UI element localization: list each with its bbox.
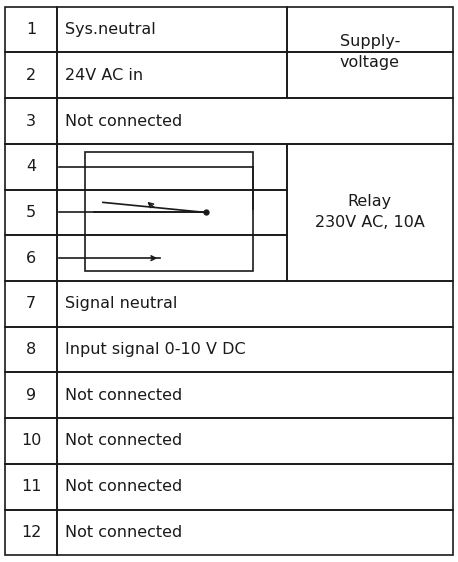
Text: Signal neutral: Signal neutral [65, 296, 178, 311]
Bar [5, 52, 57, 98]
Text: Supply-
voltage: Supply- voltage [340, 34, 400, 70]
Bar [57, 464, 453, 510]
Text: 4: 4 [26, 159, 36, 174]
Bar [5, 144, 57, 189]
Text: 8: 8 [26, 342, 36, 357]
Bar [57, 52, 287, 98]
Bar [287, 144, 453, 281]
Text: 6: 6 [26, 251, 36, 266]
Bar [57, 281, 453, 327]
Text: Not connected: Not connected [65, 433, 182, 448]
Bar [57, 235, 287, 281]
Text: 24V AC in: 24V AC in [65, 68, 143, 83]
Text: 11: 11 [21, 479, 41, 494]
Text: 7: 7 [26, 296, 36, 311]
Bar [5, 98, 57, 144]
Text: 9: 9 [26, 388, 36, 403]
Text: Input signal 0-10 V DC: Input signal 0-10 V DC [65, 342, 246, 357]
Bar [57, 510, 453, 555]
Text: 1: 1 [26, 22, 36, 37]
Text: Not connected: Not connected [65, 479, 182, 494]
Bar [5, 510, 57, 555]
Text: 10: 10 [21, 433, 41, 448]
Bar [5, 373, 57, 418]
Bar [5, 7, 57, 52]
Bar [287, 7, 453, 52]
Bar [85, 152, 252, 271]
Bar [57, 98, 453, 144]
Bar [57, 189, 287, 235]
Bar [5, 235, 57, 281]
Bar [5, 281, 57, 327]
Bar [5, 464, 57, 510]
Text: Not connected: Not connected [65, 525, 182, 540]
Bar [287, 52, 453, 98]
Text: 3: 3 [26, 114, 36, 129]
Bar [57, 7, 287, 52]
Text: Not connected: Not connected [65, 114, 182, 129]
Text: Sys.neutral: Sys.neutral [65, 22, 156, 37]
Text: Relay
230V AC, 10A: Relay 230V AC, 10A [315, 194, 425, 230]
Bar [5, 327, 57, 373]
Bar [5, 189, 57, 235]
Text: 5: 5 [26, 205, 36, 220]
Text: 12: 12 [21, 525, 41, 540]
Bar [57, 418, 453, 464]
Bar [57, 373, 453, 418]
Text: Not connected: Not connected [65, 388, 182, 403]
Bar [57, 327, 453, 373]
Bar [57, 144, 287, 189]
Text: 2: 2 [26, 68, 36, 83]
Bar [5, 418, 57, 464]
